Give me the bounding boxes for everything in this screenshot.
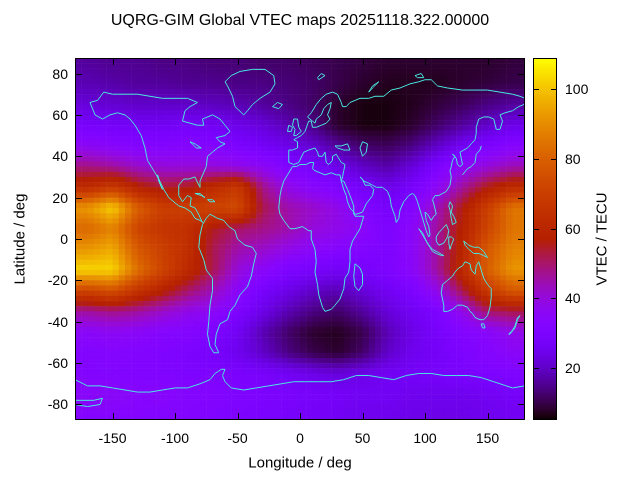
x-tick--100: -100: [160, 430, 190, 446]
y-tick-20: 20: [52, 189, 68, 206]
y-tick-80: 80: [52, 65, 68, 82]
x-tick--50: -50: [227, 430, 248, 446]
y-tick-0: 0: [60, 231, 68, 247]
x-tick--150: -150: [98, 430, 127, 446]
x-axis-label: Longitude / deg: [248, 454, 352, 472]
x-tick-50: 50: [354, 430, 371, 446]
y-tick--40: -40: [47, 313, 68, 330]
cb-tick-20: 20: [565, 359, 581, 376]
cb-tick-100: 100: [565, 81, 589, 98]
y-tick--60: -60: [47, 355, 68, 372]
x-tick-0: 0: [296, 430, 304, 446]
chart-title: UQRG-GIM Global VTEC maps 20251118.322.0…: [110, 12, 490, 29]
vtec-heatmap-canvas: [75, 58, 525, 420]
y-tick--20: -20: [47, 272, 68, 289]
y-axis-label: Latitude / deg: [11, 193, 29, 285]
cb-tick-60: 60: [565, 220, 581, 237]
cb-tick-40: 40: [565, 290, 581, 307]
cb-tick-80: 80: [565, 150, 581, 167]
y-tick-60: 60: [52, 106, 68, 123]
colorbar-label: VTEC / TECU: [593, 192, 611, 286]
colorbar-canvas: [533, 58, 557, 420]
y-tick--80: -80: [47, 396, 68, 413]
x-tick-100: 100: [413, 430, 437, 446]
y-tick-40: 40: [52, 148, 68, 165]
x-tick-150: 150: [475, 430, 500, 446]
